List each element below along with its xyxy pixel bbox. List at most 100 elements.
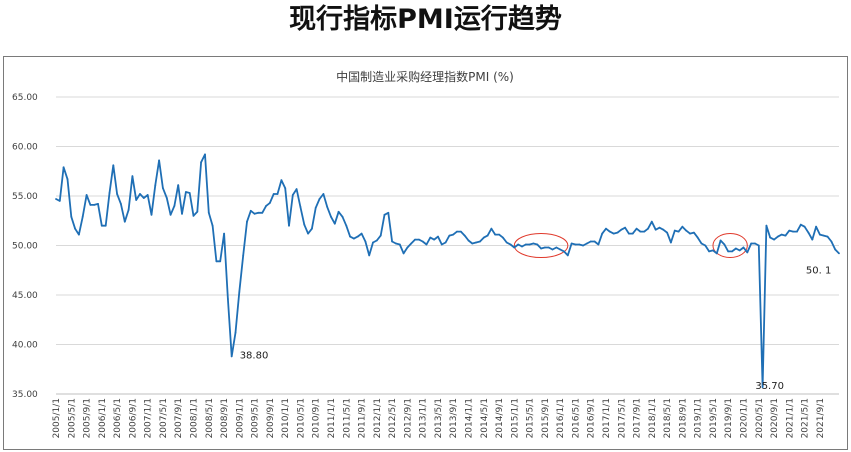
data-point (830, 240, 833, 243)
data-point (58, 200, 61, 202)
data-point (673, 229, 676, 232)
x-tick-label: 2021/5/1 (801, 398, 811, 438)
data-point (670, 241, 672, 244)
data-point (647, 227, 649, 230)
data-point (85, 194, 88, 196)
data-point (146, 194, 149, 196)
x-tick-label: 2011/5/1 (342, 398, 352, 438)
data-point (685, 229, 688, 232)
data-point (311, 227, 313, 230)
data-point (761, 386, 764, 388)
data-point (181, 212, 183, 215)
x-tick-label: 2007/9/1 (174, 398, 184, 438)
data-point (207, 211, 210, 214)
y-tick-label: 45.00 (12, 291, 38, 301)
data-point (410, 242, 413, 245)
data-point (127, 209, 130, 211)
data-point (261, 211, 264, 214)
data-point (570, 242, 573, 245)
x-tick-label: 2006/1/1 (98, 398, 108, 438)
data-point (372, 241, 374, 244)
data-point (777, 235, 779, 238)
x-tick-label: 2008/1/1 (190, 398, 200, 438)
data-point (158, 159, 161, 162)
x-tick-label: 2010/1/1 (281, 398, 291, 438)
x-tick-label: 2020/9/1 (770, 398, 780, 438)
data-point (467, 239, 470, 242)
data-point (150, 213, 153, 216)
data-point (547, 246, 550, 249)
data-point (807, 231, 810, 234)
data-point (234, 331, 237, 334)
data-point (677, 230, 680, 233)
x-tick-label: 2014/5/1 (480, 398, 490, 438)
data-point (108, 192, 111, 194)
y-axis: 35.00 40.00 45.00 50.00 55.00 60.00 65.00 (12, 93, 38, 400)
data-point (154, 184, 157, 186)
data-point (242, 254, 245, 257)
x-tick-label: 2019/1/1 (694, 398, 704, 438)
data-point (628, 232, 630, 235)
data-point (490, 227, 493, 230)
data-point (471, 242, 474, 245)
data-point (253, 212, 256, 215)
pmi-chart: 中国制造业采购经理指数PMI (%) 35.00 40.00 45.00 50.00 5… (3, 56, 848, 450)
data-point (433, 238, 435, 241)
highlight-ellipses (513, 233, 748, 258)
x-tick-label: 2013/5/1 (434, 398, 444, 438)
data-label: 50. 1 (806, 265, 831, 276)
x-tick-label: 2012/9/1 (403, 398, 413, 438)
data-point (834, 248, 837, 251)
data-point (578, 243, 581, 246)
data-point (498, 233, 500, 236)
x-tick-label: 2019/9/1 (724, 398, 734, 438)
highlight-ellipse (712, 233, 748, 258)
x-tick-label: 2012/1/1 (373, 398, 383, 438)
x-tick-label: 2005/5/1 (67, 398, 77, 438)
data-point (654, 228, 657, 231)
data-point (597, 243, 600, 246)
data-point (299, 206, 302, 208)
data-point (341, 215, 344, 218)
data-point (406, 246, 409, 249)
data-point (479, 240, 481, 243)
data-point (586, 242, 588, 245)
data-point (631, 232, 634, 235)
data-point (696, 236, 699, 239)
data-point (689, 232, 691, 235)
data-point (349, 235, 351, 238)
data-point (754, 242, 756, 245)
y-tick-label: 35.00 (12, 390, 38, 400)
data-point (437, 235, 439, 238)
data-point (123, 220, 126, 223)
data-point (215, 260, 218, 263)
data-point (803, 225, 806, 228)
data-point (639, 230, 642, 233)
data-point (269, 202, 271, 204)
data-point (272, 193, 275, 195)
data-point (505, 241, 508, 244)
data-point (97, 203, 99, 205)
x-tick-label: 2009/1/1 (235, 398, 245, 438)
data-point (112, 164, 115, 167)
data-point (120, 203, 122, 205)
data-point (66, 178, 69, 181)
data-point (635, 227, 638, 230)
data-point (276, 193, 279, 195)
data-point (307, 232, 309, 235)
x-tick-label: 2010/9/1 (312, 398, 322, 438)
x-tick-label: 2005/9/1 (83, 398, 93, 438)
data-point (353, 237, 355, 240)
data-point (616, 231, 619, 234)
data-point (796, 230, 798, 233)
data-point (375, 239, 378, 242)
data-point (735, 247, 737, 250)
x-tick-label: 2017/9/1 (633, 398, 643, 438)
data-point (93, 204, 96, 206)
data-point (62, 166, 65, 169)
data-point (200, 161, 203, 164)
data-point (822, 234, 825, 237)
data-point (303, 223, 306, 226)
data-point (643, 230, 646, 233)
data-point (513, 246, 516, 249)
